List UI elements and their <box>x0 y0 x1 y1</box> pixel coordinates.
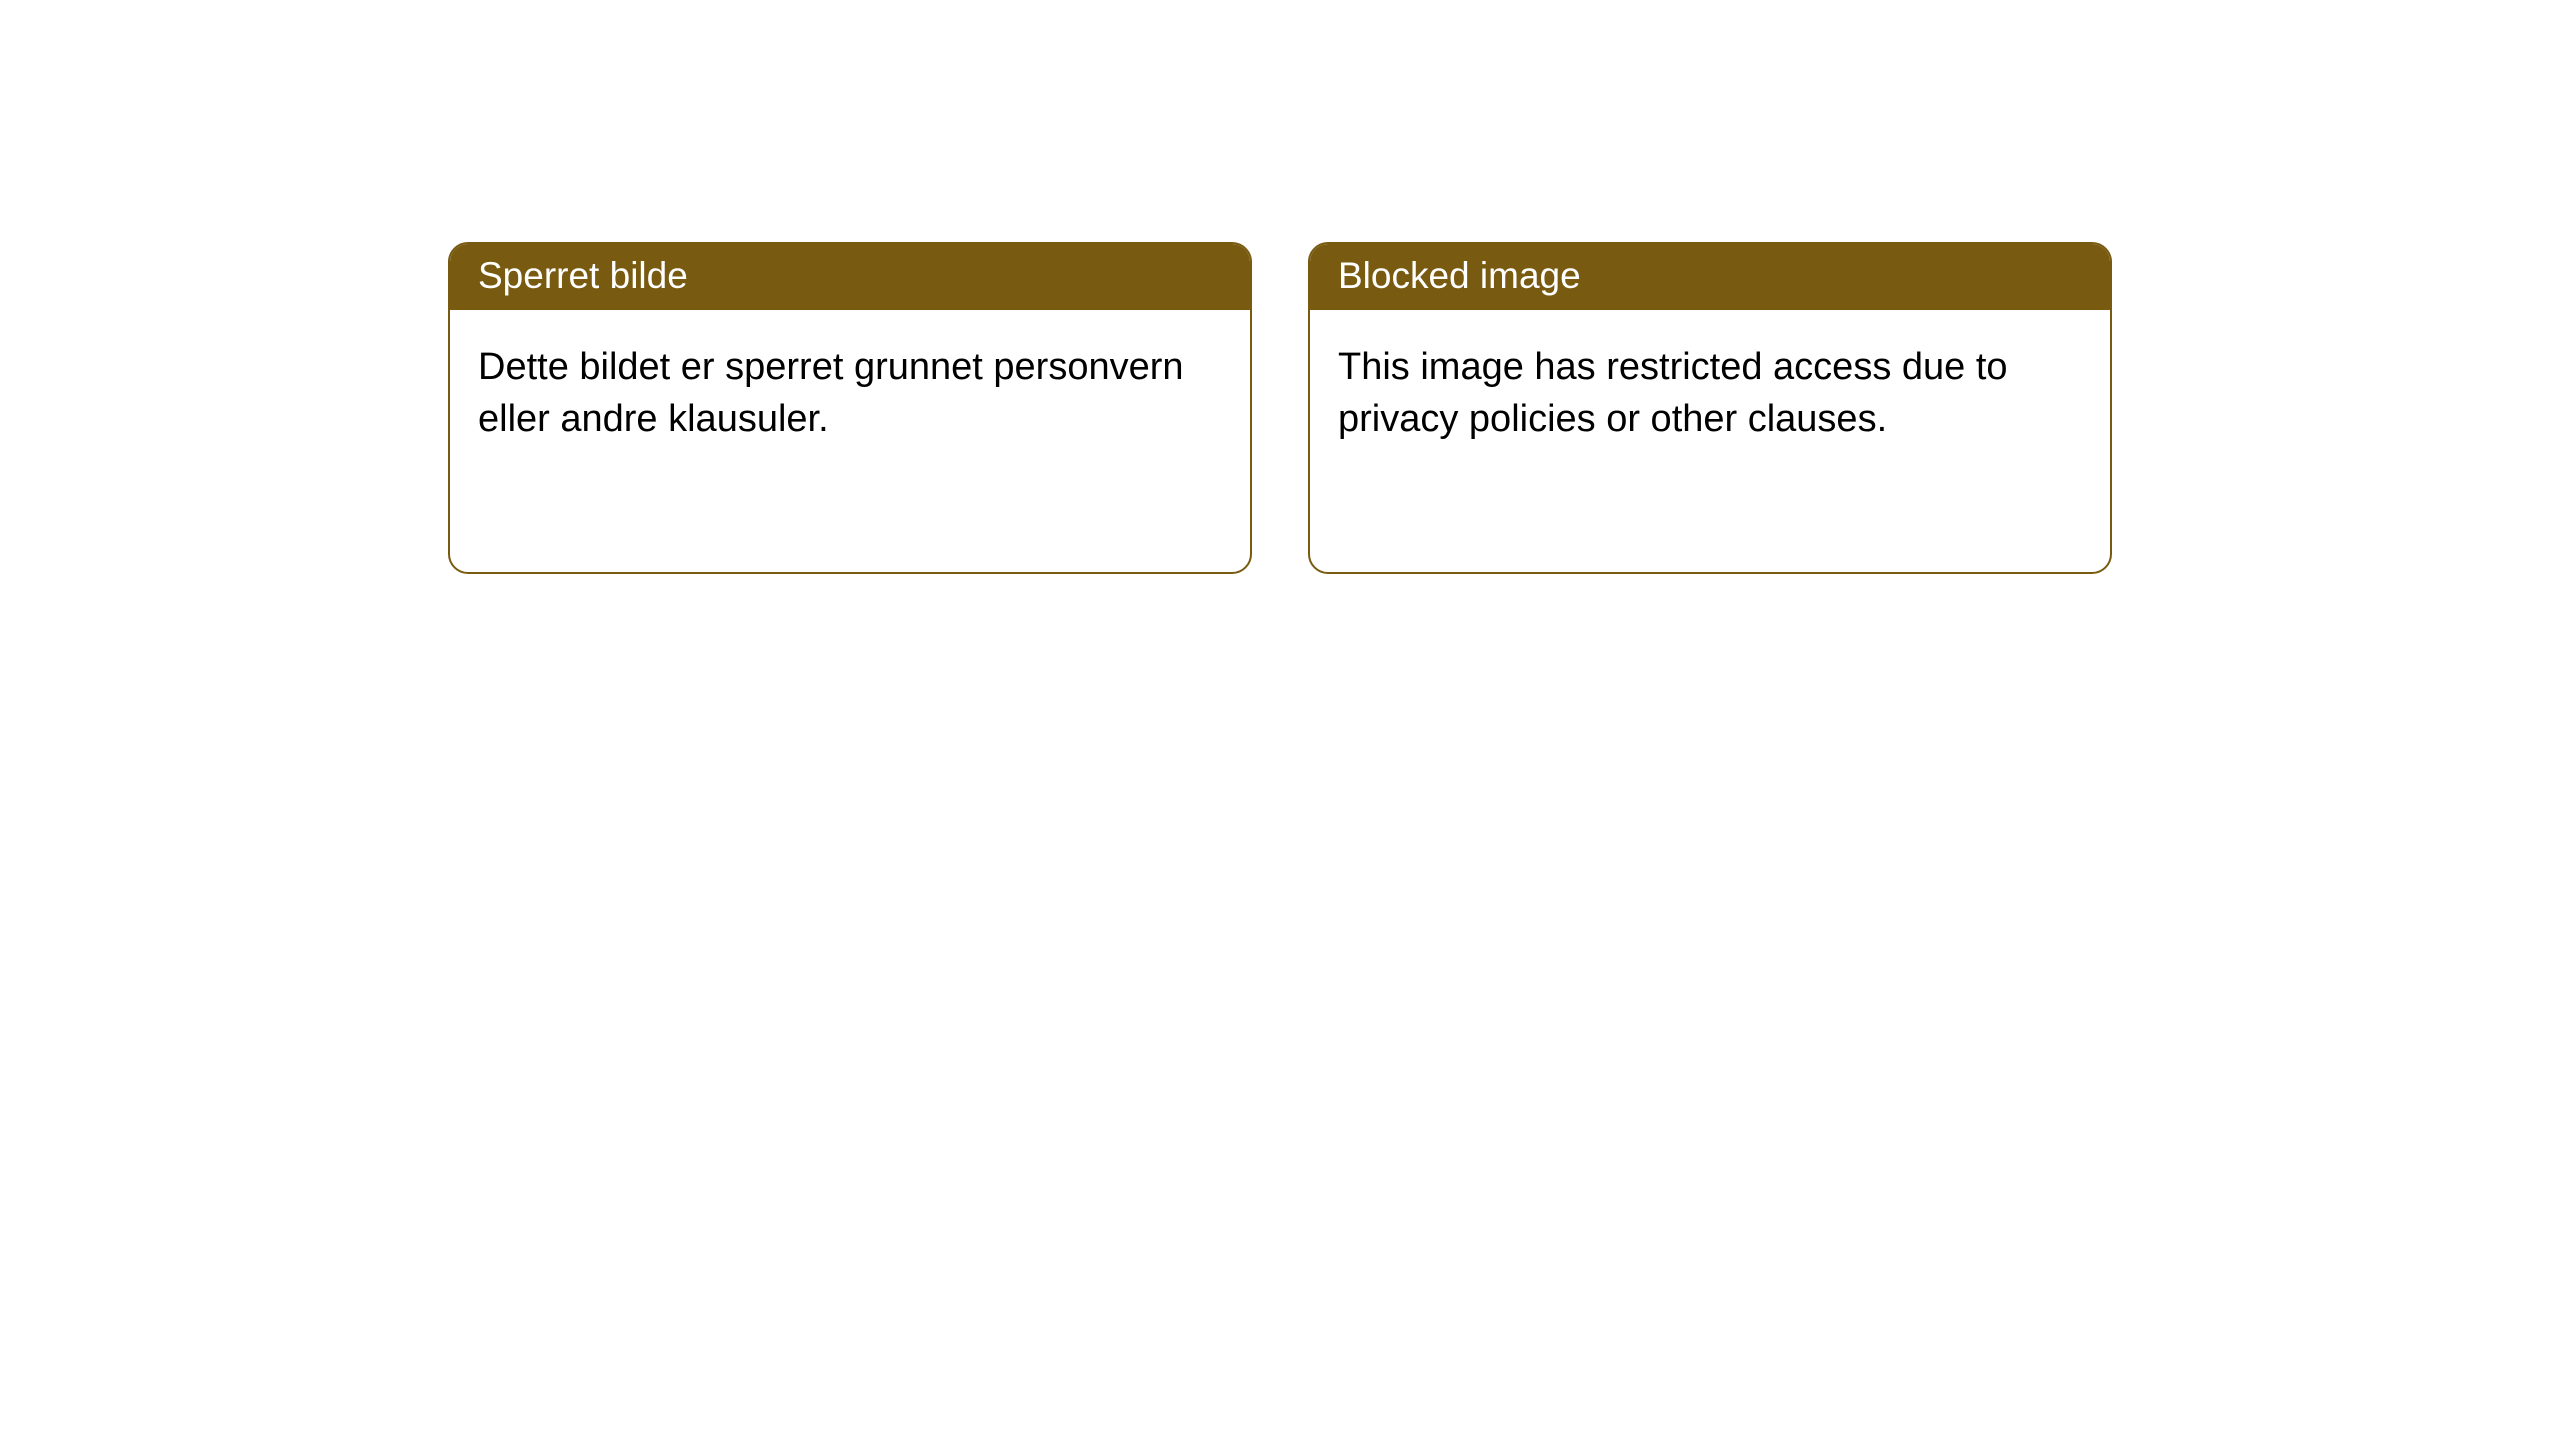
notice-card-title: Blocked image <box>1310 244 2110 310</box>
notice-card-english: Blocked image This image has restricted … <box>1308 242 2112 574</box>
notice-card-title: Sperret bilde <box>450 244 1250 310</box>
notice-cards-container: Sperret bilde Dette bildet er sperret gr… <box>0 0 2560 574</box>
notice-card-body: Dette bildet er sperret grunnet personve… <box>450 310 1250 477</box>
notice-card-norwegian: Sperret bilde Dette bildet er sperret gr… <box>448 242 1252 574</box>
notice-card-body: This image has restricted access due to … <box>1310 310 2110 477</box>
